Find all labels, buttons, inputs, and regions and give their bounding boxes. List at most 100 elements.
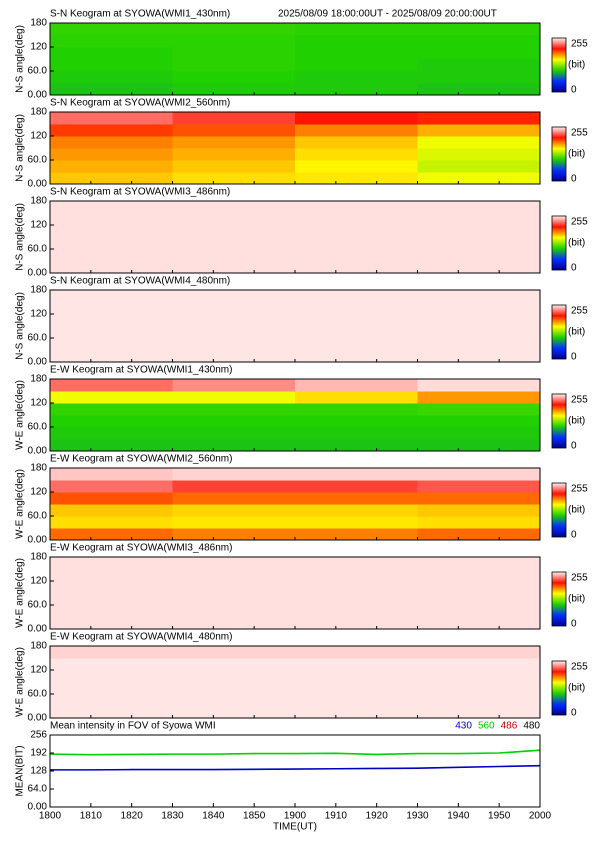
heatmap-cell [417,391,541,404]
y-tick-label: 180 [30,463,47,474]
heatmap-cell [295,350,418,363]
plot-frame [49,645,541,719]
x-tick-label: 1830 [161,811,184,822]
heatmap-cell [50,148,173,161]
heatmap-cell [172,83,296,96]
heatmap-cell [417,213,541,226]
heatmap-cell [295,403,418,416]
colorbar-tick-label: 255 [571,484,588,495]
heatmap-cell [417,403,541,416]
heatmap-cell [50,23,173,36]
heatmap-cell [295,516,418,529]
y-tick-label: 180 [30,285,47,296]
plot-frame [49,111,541,185]
heatmap-cell [295,439,418,452]
heatmap-cell [295,172,418,185]
heatmap-cell [172,492,296,505]
heatmap-cell [417,415,541,428]
heatmap-cell [50,261,173,274]
heatmap-cell [50,71,173,84]
y-tick-label: 0.00 [28,713,48,724]
heatmap-cell [295,213,418,226]
x-tick-label: 1900 [284,811,307,822]
heatmap-cell [172,415,296,428]
heatmap-cell [50,504,173,517]
heatmap-cell [417,581,541,594]
heatmap-cell [172,201,296,214]
heatmap-cell [295,617,418,630]
heatmap-cell [417,528,541,541]
y-tick-label: 60.0 [28,689,48,700]
colorbar-tick-label: 255 [571,217,588,228]
heatmap-cell [50,326,173,339]
heatmap-cell [50,528,173,541]
colorbar [551,304,567,360]
heatmap-cell [417,338,541,351]
heatmap-cell [417,261,541,274]
y-tick-label: 60.0 [28,422,48,433]
heatmap-cell [50,468,173,481]
y-tick-label: 120 [30,487,47,498]
plot-frame [49,22,541,96]
heatmap-cell [417,23,541,36]
plot-frame [49,734,541,808]
heatmap-cell [417,605,541,618]
y-tick-label: 192 [30,748,47,759]
heatmap-cell [172,480,296,493]
y-tick-label: 0.00 [28,535,48,546]
x-axis-label: TIME(UT) [273,822,317,833]
heatmap-cell [295,480,418,493]
heatmap-cell [295,59,418,72]
heatmap-cell [172,213,296,226]
heatmap-cell [172,706,296,719]
heatmap-cell [295,112,418,125]
heatmap-cell [172,557,296,570]
heatmap-cell [172,391,296,404]
colorbar-tick-label: 255 [571,395,588,406]
heatmap-cell [50,480,173,493]
colorbar-tick-label: 255 [571,39,588,50]
heatmap-cell [295,136,418,149]
heatmap-cell [172,225,296,238]
heatmap-cell [172,427,296,440]
plot-frame [49,467,541,541]
heatmap-cell [417,124,541,137]
heatmap-cell [295,391,418,404]
heatmap-cell [50,338,173,351]
heatmap-cell [172,528,296,541]
heatmap-cell [172,581,296,594]
colorbar-tick-label: 255 [571,306,588,317]
y-tick-label: 0.00 [28,446,48,457]
colorbar-tick-label: 0 [571,619,577,630]
x-tick-label: 1950 [488,811,511,822]
heatmap-cell [295,314,418,327]
heatmap-cell [172,646,296,659]
y-tick-label: 180 [30,641,47,652]
y-tick-label: 60.0 [28,155,48,166]
line-series [49,749,541,756]
heatmap-cell [50,415,173,428]
y-axis-label: MEAN(BIT) [15,745,26,796]
heatmap-cell [417,326,541,339]
chart-title: S-N Keogram at SYOWA(WMI1_430nm) [50,9,230,20]
y-tick-label: 180 [30,18,47,29]
heatmap-cell [172,605,296,618]
chart-title: E-W Keogram at SYOWA(WMI1_430nm) [50,365,232,376]
heatmap-cell [172,593,296,606]
heatmap-cell [295,124,418,137]
heatmap-cell [295,338,418,351]
heatmap-cell [417,237,541,250]
chart-title: S-N Keogram at SYOWA(WMI2_560nm) [50,98,230,109]
heatmap-cell [295,528,418,541]
y-tick-label: 64.0 [28,784,48,795]
heatmap-cell [50,290,173,303]
y-axis-label: W-E angle(deg) [15,469,26,539]
heatmap-cell [295,646,418,659]
heatmap-cell [172,338,296,351]
heatmap-cell [295,160,418,173]
x-tick-label: 1850 [243,811,266,822]
heatmap-cell [295,706,418,719]
heatmap-cell [50,658,173,671]
heatmap-cell [417,302,541,315]
x-tick-label: 1910 [325,811,348,822]
